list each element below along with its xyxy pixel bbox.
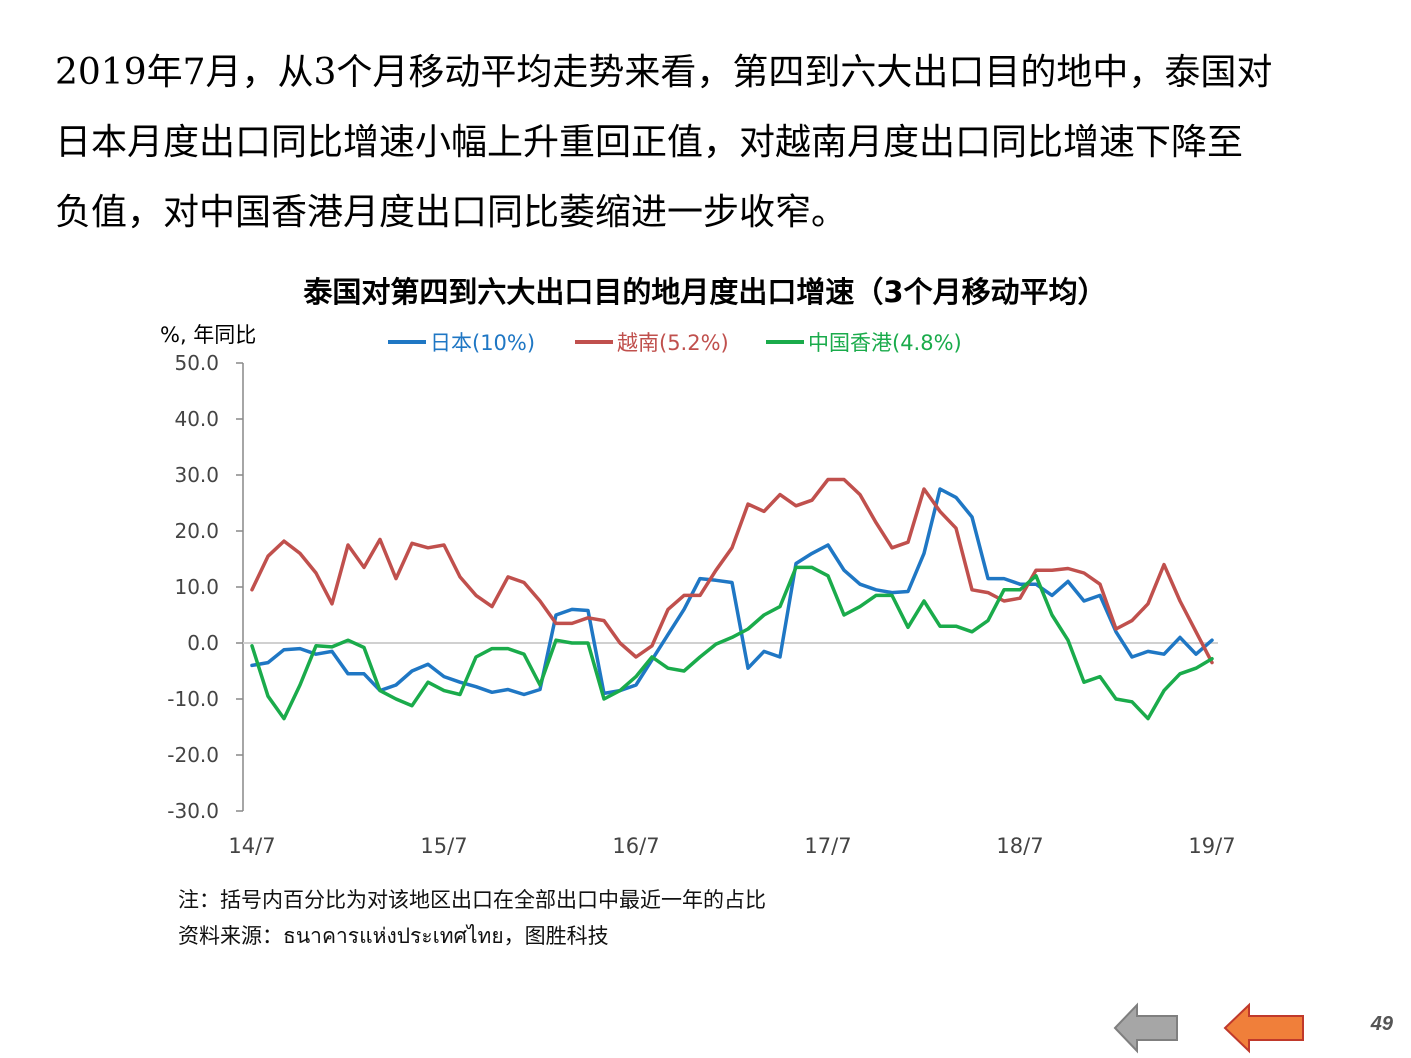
next-page-button[interactable] bbox=[1223, 1002, 1307, 1054]
footnote: 注：括号内百分比为对该地区出口在全部出口中最近一年的占比 bbox=[178, 888, 766, 912]
series-line-vietnam bbox=[250, 477, 1214, 665]
x-tick-label: 19/7 bbox=[1188, 834, 1235, 858]
intro-line: 日本月度出口同比增速小幅上升重回正值，对越南月度出口同比增速下降至 bbox=[55, 122, 1244, 163]
x-tick-label: 14/7 bbox=[228, 834, 275, 858]
y-tick-label: -20.0 bbox=[167, 743, 219, 767]
chart-legend: 日本(10%) 越南(5.2%) 中国香港(4.8%) bbox=[388, 331, 962, 355]
prev-page-button[interactable] bbox=[1113, 1002, 1181, 1054]
intro-paragraph: 2019年7月，从3个月移动平均走势来看，第四到六大出口目的地中，泰国对 日本月… bbox=[55, 38, 1385, 248]
page-number: 49 bbox=[1370, 1013, 1393, 1035]
series-line-hongkong bbox=[250, 565, 1214, 721]
series-line-japan bbox=[250, 487, 1214, 697]
legend-label-hongkong: 中国香港(4.8%) bbox=[808, 331, 962, 355]
y-tick-label: 30.0 bbox=[174, 463, 219, 487]
x-tick-label: 18/7 bbox=[996, 834, 1043, 858]
x-tick-label: 15/7 bbox=[420, 834, 467, 858]
y-tick-label: 50.0 bbox=[174, 351, 219, 375]
legend-label-japan: 日本(10%) bbox=[430, 331, 535, 355]
chart-axes: 50.0 40.0 30.0 20.0 10.0 0.0 -10.0 -20.0 -30.0 14… bbox=[167, 351, 1235, 858]
left-arrow-orange-icon bbox=[1223, 1002, 1304, 1054]
legend-label-vietnam: 越南(5.2%) bbox=[617, 331, 729, 355]
left-arrow-icon bbox=[1113, 1002, 1178, 1054]
y-tick-label: 20.0 bbox=[174, 519, 219, 543]
y-tick-label: 10.0 bbox=[174, 575, 219, 599]
y-tick-label: -30.0 bbox=[167, 799, 219, 823]
chart-title: 泰国对第四到六大出口目的地月度出口增速（3个月移动平均） bbox=[303, 275, 1106, 309]
y-tick-label: 40.0 bbox=[174, 407, 219, 431]
y-tick-label: 0.0 bbox=[187, 631, 219, 655]
x-tick-label: 17/7 bbox=[804, 834, 851, 858]
chart-series bbox=[250, 477, 1214, 721]
y-axis-label: %, 年同比 bbox=[160, 323, 256, 347]
intro-line: 2019年7月，从3个月移动平均走势来看，第四到六大出口目的地中，泰国对 bbox=[55, 52, 1273, 93]
intro-line: 负值，对中国香港月度出口同比萎缩进一步收窄。 bbox=[55, 192, 848, 233]
y-tick-label: -10.0 bbox=[167, 687, 219, 711]
x-tick-label: 16/7 bbox=[612, 834, 659, 858]
source-note: 资料来源：ธนาคารแห่งประเทศไทย，图胜科技 bbox=[178, 924, 609, 948]
